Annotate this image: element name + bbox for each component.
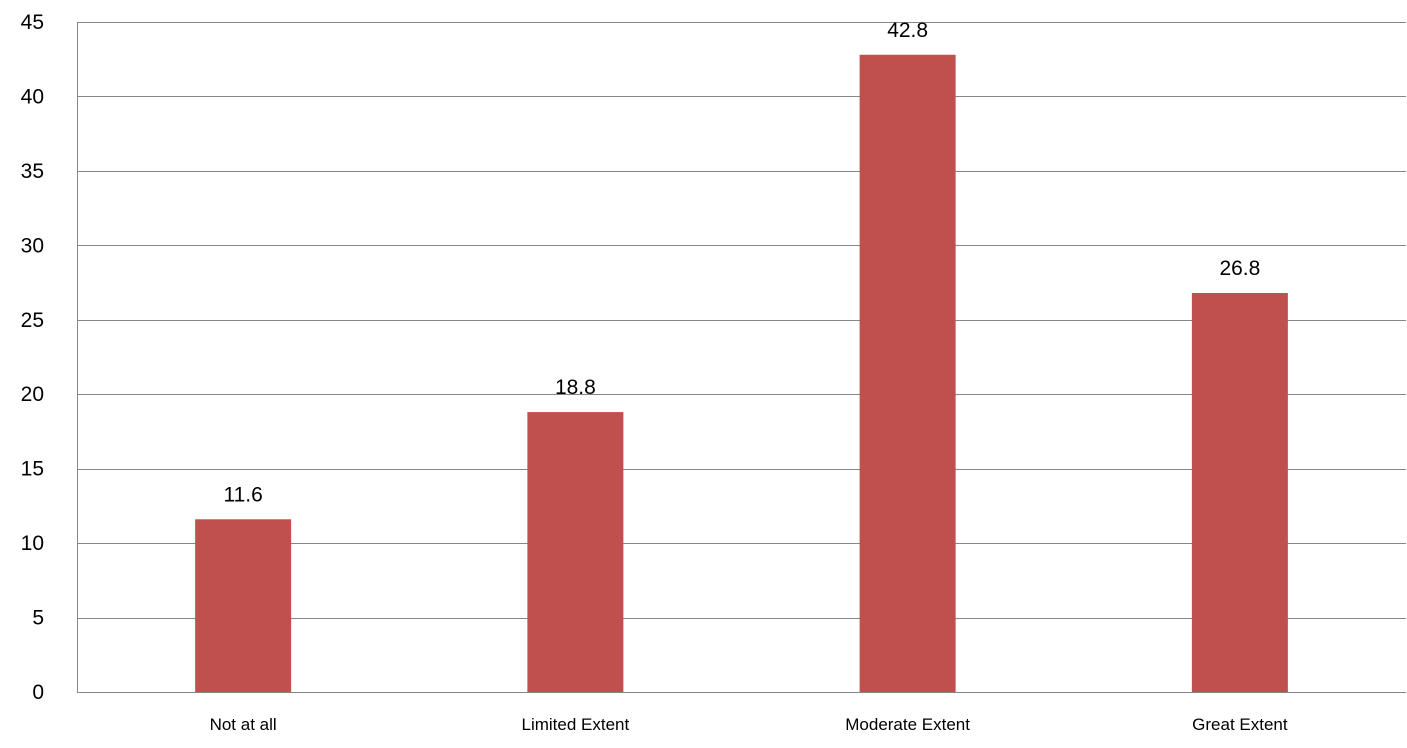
y-tick-label: 35: [21, 160, 44, 183]
gridlines: [77, 22, 1406, 619]
y-axis-ticks: 0 5 10 15 20 25 30 35 40 45: [21, 11, 44, 704]
x-tick-label: Limited Extent: [522, 715, 630, 734]
y-tick-label: 30: [21, 234, 44, 257]
y-tick-label: 40: [21, 85, 44, 108]
bars: [195, 54, 1288, 692]
data-label: 11.6: [223, 483, 262, 506]
y-tick-label: 0: [32, 681, 44, 704]
y-tick-label: 45: [21, 11, 44, 34]
y-tick-label: 10: [21, 532, 44, 555]
y-tick-label: 5: [32, 607, 44, 630]
y-tick-label: 20: [21, 383, 44, 406]
bar: [1191, 292, 1288, 692]
x-tick-label: Great Extent: [1192, 715, 1288, 734]
bar: [859, 54, 956, 692]
x-tick-label: Not at all: [210, 715, 277, 734]
x-axis-ticks: Not at all Limited Extent Moderate Extent G…: [210, 715, 1288, 734]
y-tick-label: 25: [21, 309, 44, 332]
bar: [195, 519, 292, 692]
x-tick-label: Moderate Extent: [845, 715, 970, 734]
bar: [527, 412, 624, 692]
data-label: 18.8: [555, 376, 596, 399]
data-label: 26.8: [1219, 257, 1260, 280]
y-tick-label: 15: [21, 458, 44, 481]
data-label: 42.8: [887, 19, 928, 42]
data-labels: 11.6 18.8 42.8 26.8: [223, 19, 1260, 507]
axes: [77, 22, 1406, 693]
